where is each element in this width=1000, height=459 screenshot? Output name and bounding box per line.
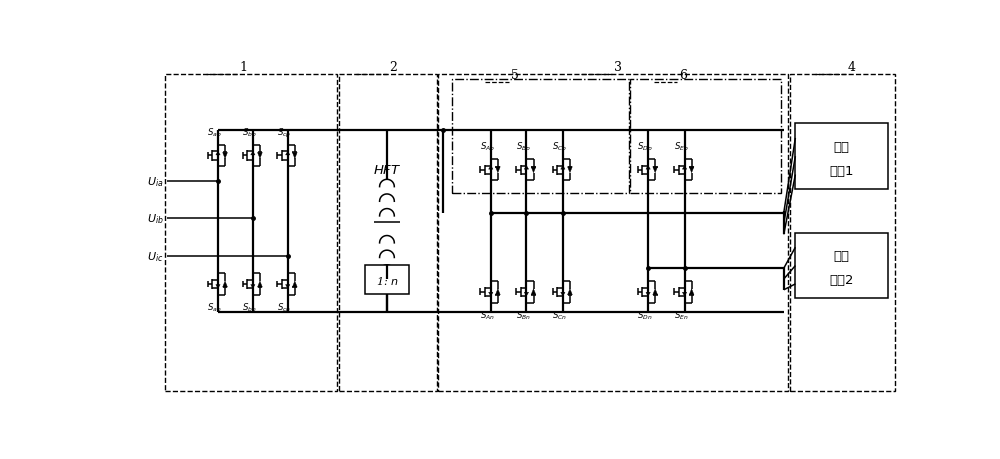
Polygon shape — [653, 168, 658, 174]
Polygon shape — [292, 153, 297, 159]
Polygon shape — [495, 168, 500, 174]
Text: $S_{Ap}$: $S_{Ap}$ — [480, 140, 495, 154]
Text: 负载1: 负载1 — [830, 165, 854, 178]
Polygon shape — [258, 281, 262, 287]
Polygon shape — [646, 166, 650, 170]
Text: $S_{Dn}$: $S_{Dn}$ — [637, 309, 653, 321]
Polygon shape — [646, 293, 650, 296]
Polygon shape — [561, 166, 565, 170]
Bar — [795, 124, 888, 190]
Polygon shape — [216, 285, 220, 289]
Text: $HFT$: $HFT$ — [373, 164, 401, 177]
Polygon shape — [286, 152, 290, 156]
Bar — [795, 233, 888, 299]
Text: 3: 3 — [614, 62, 622, 74]
Polygon shape — [223, 153, 227, 159]
Text: $S_{ap}$: $S_{ap}$ — [207, 127, 222, 140]
Bar — [452, 80, 629, 193]
Text: 1: 1 — [240, 62, 248, 74]
Text: $S_{Cp}$: $S_{Cp}$ — [552, 140, 567, 154]
Polygon shape — [524, 166, 529, 170]
Text: 负载2: 负载2 — [830, 274, 854, 287]
Polygon shape — [251, 285, 255, 289]
Bar — [790, 75, 895, 392]
Text: $S_{An}$: $S_{An}$ — [480, 309, 495, 321]
Text: $S_{En}$: $S_{En}$ — [674, 309, 689, 321]
Polygon shape — [568, 168, 572, 174]
Text: $S_{cp}$: $S_{cp}$ — [277, 127, 292, 140]
Text: $S_{Cn}$: $S_{Cn}$ — [552, 309, 567, 321]
Polygon shape — [216, 152, 220, 156]
Bar — [630, 80, 781, 193]
Text: 三相: 三相 — [834, 140, 850, 154]
Polygon shape — [524, 293, 529, 296]
Text: $U_{ic}$: $U_{ic}$ — [147, 250, 164, 263]
Text: $S_{Bn}$: $S_{Bn}$ — [516, 309, 531, 321]
Polygon shape — [531, 289, 536, 295]
Polygon shape — [489, 293, 493, 296]
Text: $S_{Dp}$: $S_{Dp}$ — [637, 140, 653, 154]
Text: 6: 6 — [679, 69, 687, 82]
Text: $S_{bn}$: $S_{bn}$ — [242, 301, 257, 313]
Text: 2: 2 — [389, 62, 397, 74]
Text: 三相: 三相 — [834, 250, 850, 263]
Polygon shape — [689, 289, 694, 295]
Polygon shape — [258, 153, 262, 159]
Polygon shape — [251, 152, 255, 156]
Text: $S_{Ep}$: $S_{Ep}$ — [674, 140, 689, 154]
Bar — [339, 75, 437, 392]
Polygon shape — [531, 168, 536, 174]
Polygon shape — [568, 289, 572, 295]
Polygon shape — [682, 293, 687, 296]
Text: $U_{ia}$: $U_{ia}$ — [147, 175, 164, 189]
Polygon shape — [653, 289, 658, 295]
Text: $S_{Bp}$: $S_{Bp}$ — [516, 140, 531, 154]
Polygon shape — [286, 285, 290, 289]
Text: $S_{cn}$: $S_{cn}$ — [277, 301, 292, 313]
Bar — [165, 75, 337, 392]
Text: $S_{bp}$: $S_{bp}$ — [242, 127, 257, 140]
Text: 4: 4 — [848, 62, 856, 74]
Text: 1: $n$: 1: $n$ — [376, 274, 398, 286]
Text: $S_{an}$: $S_{an}$ — [207, 301, 222, 313]
Text: $U_{ib}$: $U_{ib}$ — [147, 212, 164, 226]
Polygon shape — [682, 166, 687, 170]
Polygon shape — [223, 281, 227, 287]
Text: 5: 5 — [511, 69, 519, 82]
Polygon shape — [495, 289, 500, 295]
Polygon shape — [489, 166, 493, 170]
Polygon shape — [292, 281, 297, 287]
Polygon shape — [689, 168, 694, 174]
Bar — [438, 75, 788, 392]
Polygon shape — [561, 293, 565, 296]
Bar — [365, 266, 409, 295]
